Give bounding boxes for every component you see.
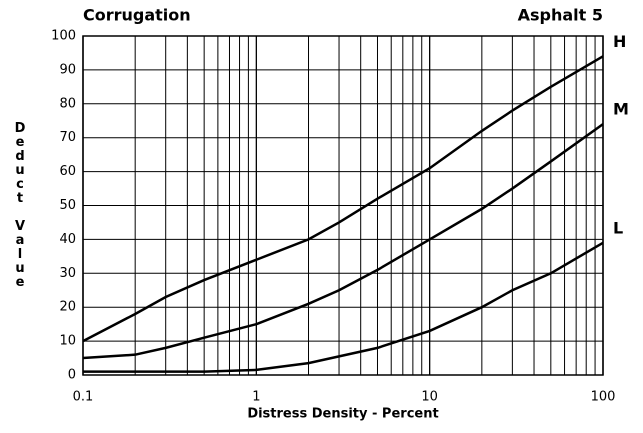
data-line <box>82 123 604 360</box>
series-label: L <box>613 218 623 237</box>
y-tick-label: 40 <box>59 232 76 247</box>
y-tick-label: 80 <box>59 96 76 111</box>
x-tick-label: 0.1 <box>73 390 94 405</box>
x-tick-label: 1 <box>252 390 260 405</box>
data-line <box>83 241 604 373</box>
x-tick-label: 10 <box>421 390 438 405</box>
x-axis-label: Distress Density - Percent <box>247 407 438 422</box>
x-tick-label: 100 <box>591 390 616 405</box>
y-tick-label: 0 <box>68 368 76 383</box>
data-line <box>82 55 604 343</box>
y-tick-label: 20 <box>59 300 76 315</box>
y-tick-label: 90 <box>59 62 76 77</box>
chart-subtitle: Asphalt 5 <box>518 6 603 25</box>
series-label: M <box>613 100 629 119</box>
y-tick-label: 10 <box>59 334 76 349</box>
y-tick-label: 70 <box>59 130 76 145</box>
y-axis-label: Deduct Value <box>13 121 28 289</box>
y-tick-label: 60 <box>59 164 76 179</box>
y-tick-label: 100 <box>51 29 76 44</box>
y-tick-label: 30 <box>59 266 76 281</box>
series-label: H <box>613 32 626 51</box>
y-tick-label: 50 <box>59 198 76 213</box>
plot-border <box>82 35 604 376</box>
chart-title: Corrugation <box>83 6 191 25</box>
